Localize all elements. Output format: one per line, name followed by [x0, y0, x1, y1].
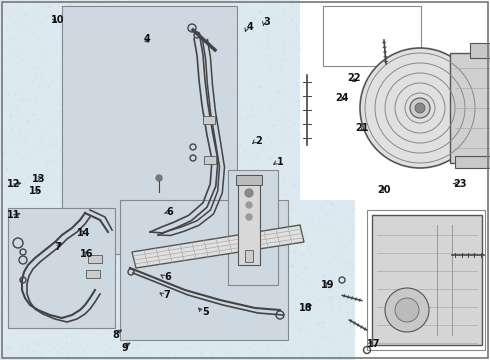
- Bar: [86, 270, 100, 278]
- Bar: [203, 116, 215, 124]
- Circle shape: [246, 214, 252, 220]
- Text: 6: 6: [164, 272, 171, 282]
- Text: 9: 9: [121, 343, 128, 353]
- Text: 11: 11: [7, 210, 21, 220]
- Text: 24: 24: [335, 93, 349, 103]
- Bar: [238, 175, 260, 265]
- Circle shape: [385, 288, 429, 332]
- Text: 13: 13: [31, 174, 45, 184]
- Bar: [228, 170, 278, 285]
- Bar: [455, 156, 490, 168]
- Bar: [323, 6, 421, 66]
- Bar: [372, 215, 482, 345]
- Circle shape: [410, 98, 430, 118]
- Text: 4: 4: [246, 22, 253, 32]
- Bar: [450, 53, 490, 163]
- Bar: [470, 43, 490, 58]
- Bar: [204, 156, 216, 164]
- Bar: [120, 200, 288, 340]
- Text: 15: 15: [28, 186, 42, 196]
- Bar: [236, 175, 262, 185]
- Bar: [8, 208, 115, 328]
- Circle shape: [245, 189, 253, 197]
- Circle shape: [360, 48, 480, 168]
- Text: 5: 5: [202, 307, 209, 318]
- Circle shape: [415, 103, 425, 113]
- Text: 10: 10: [51, 15, 65, 25]
- Text: 21: 21: [355, 123, 368, 133]
- Text: 4: 4: [143, 34, 150, 44]
- Text: 23: 23: [453, 179, 466, 189]
- Text: 17: 17: [367, 339, 380, 349]
- Circle shape: [246, 202, 252, 208]
- Circle shape: [156, 175, 162, 181]
- Bar: [355, 195, 490, 360]
- Text: 6: 6: [167, 207, 173, 217]
- Polygon shape: [132, 225, 304, 268]
- Text: 1: 1: [277, 157, 284, 167]
- Text: 19: 19: [320, 280, 334, 290]
- Bar: [300, 0, 490, 200]
- Text: 16: 16: [80, 249, 94, 259]
- Bar: [62, 6, 237, 254]
- Text: 12: 12: [7, 179, 21, 189]
- Text: 20: 20: [377, 185, 391, 195]
- Text: 14: 14: [76, 228, 90, 238]
- Text: 2: 2: [255, 136, 262, 146]
- Text: 8: 8: [113, 330, 120, 340]
- Text: 7: 7: [163, 290, 170, 300]
- Bar: [88, 255, 102, 263]
- Bar: [245, 250, 253, 262]
- Text: 3: 3: [264, 17, 270, 27]
- Bar: [367, 210, 485, 350]
- Text: 7: 7: [54, 242, 61, 252]
- Text: 22: 22: [347, 73, 361, 84]
- Text: 18: 18: [298, 303, 312, 313]
- Circle shape: [395, 298, 419, 322]
